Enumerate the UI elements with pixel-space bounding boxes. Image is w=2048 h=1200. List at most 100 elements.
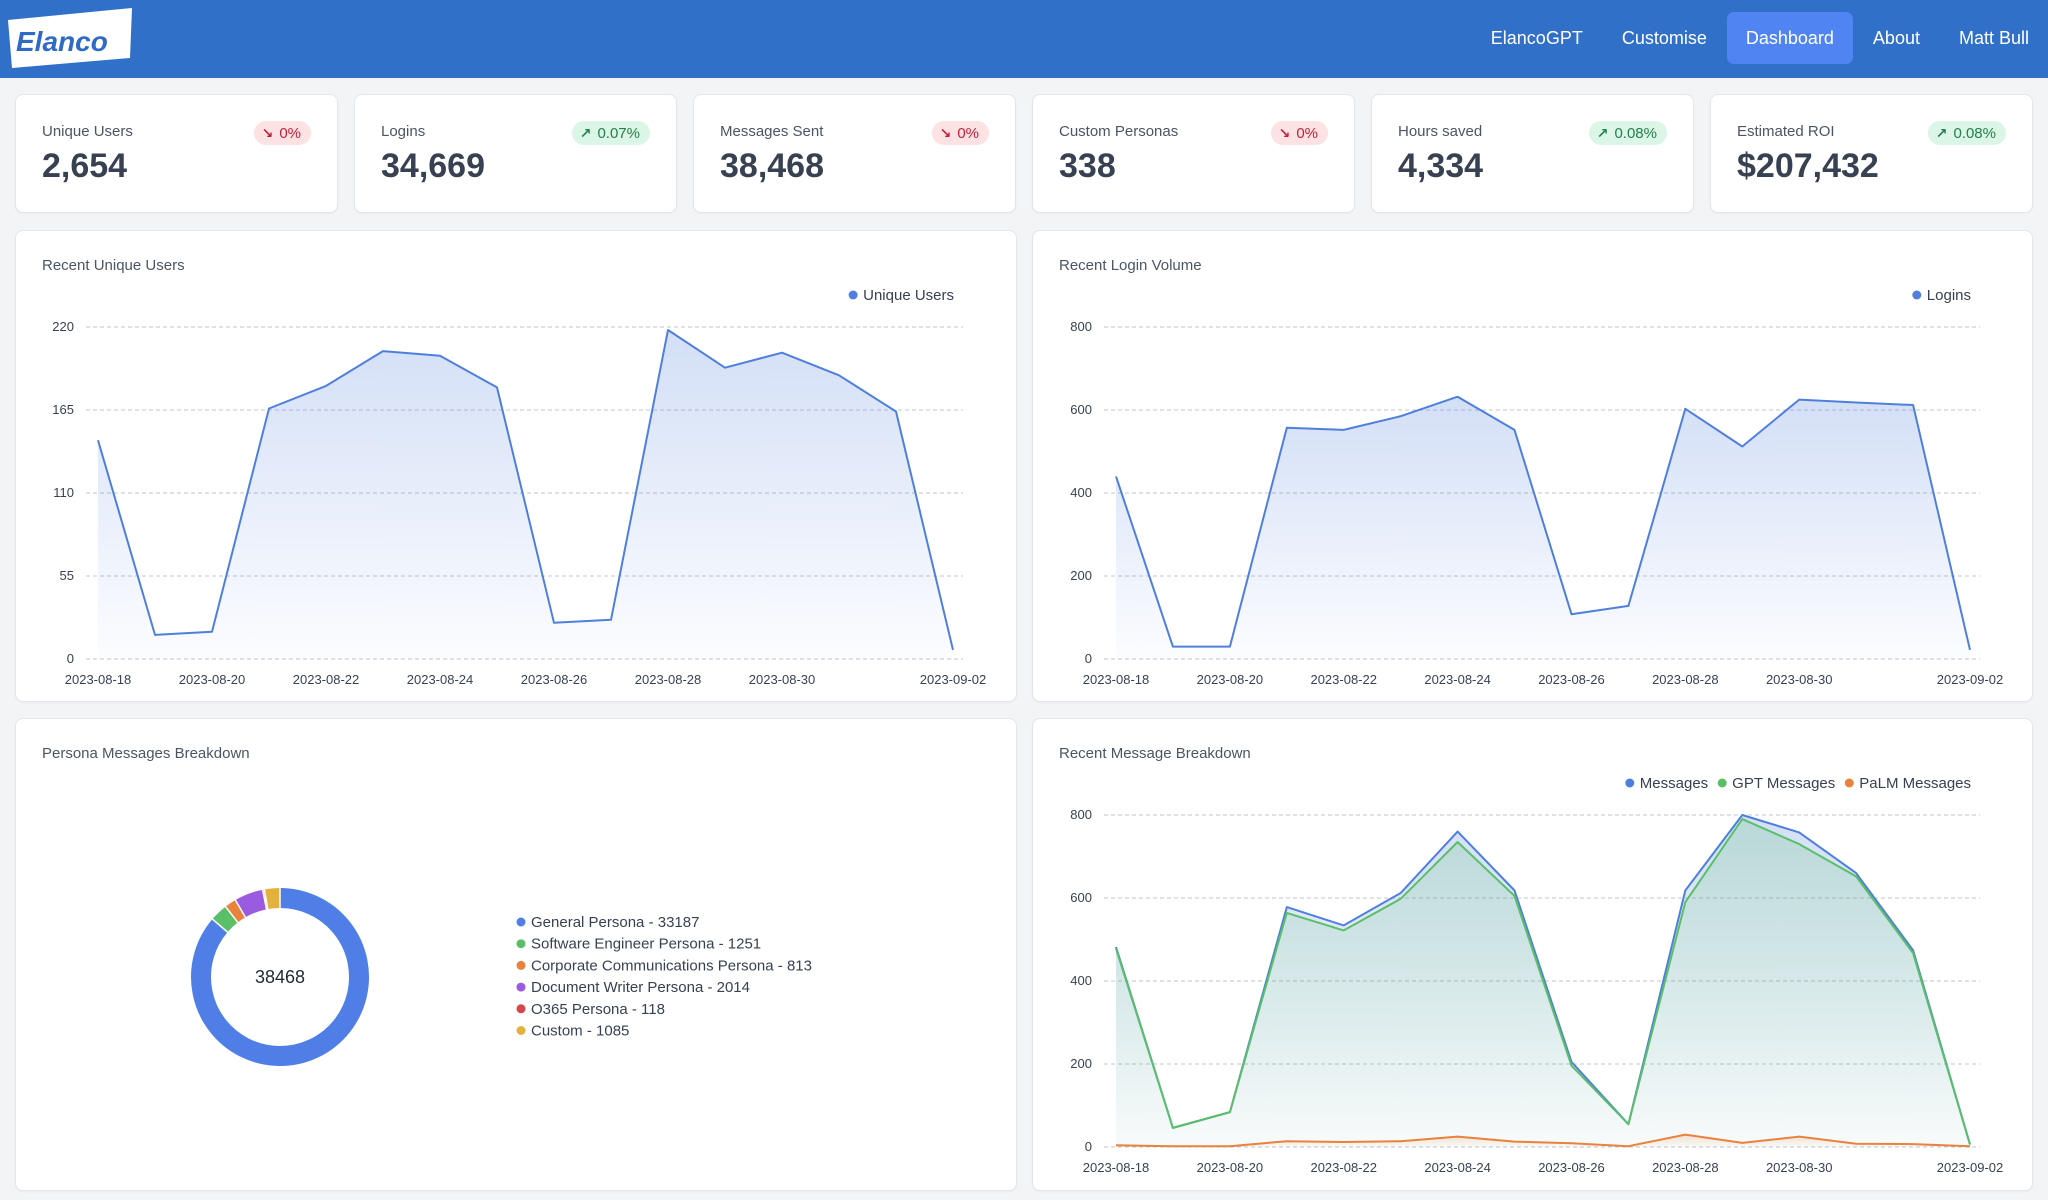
stat-value: 34,669: [381, 147, 485, 185]
x-tick-label: 2023-08-22: [293, 672, 360, 687]
legend-label: PaLM Messages: [1859, 775, 1971, 792]
x-tick-label: 2023-08-24: [407, 672, 474, 687]
nav-item-about[interactable]: About: [1872, 28, 1920, 48]
slice-separator: [211, 917, 229, 934]
stat-value: 4,334: [1398, 147, 1484, 185]
x-tick-label: 2023-08-24: [1424, 672, 1491, 687]
stat-label: Hours saved: [1398, 123, 1483, 140]
donut-slice[interactable]: [264, 888, 281, 910]
recent-login-volume-card: Recent Login Volume 0 200 400 600 800 2023-08…: [1032, 230, 2033, 702]
arrow-up-right-icon: ↗: [1596, 124, 1609, 141]
card-title: Recent Login Volume: [1059, 257, 1202, 274]
series-area: [1116, 1134, 1970, 1147]
x-tick-label: 2023-09-02: [1937, 672, 2004, 687]
arrow-up-right-icon: ↗: [1935, 124, 1948, 141]
stat-label: Messages Sent: [720, 123, 824, 140]
series-area: [98, 330, 953, 659]
x-tick-label: 2023-08-20: [1197, 1160, 1264, 1175]
donut-center-total: 38468: [255, 967, 305, 987]
y-tick-label: 400: [1070, 485, 1092, 500]
y-tick-label: 55: [60, 568, 74, 583]
stat-value: 38,468: [720, 147, 824, 185]
x-tick-label: 2023-08-28: [1652, 672, 1719, 687]
y-tick-label: 200: [1070, 568, 1092, 583]
legend-dot: [516, 917, 526, 927]
donut-slice[interactable]: [235, 889, 267, 918]
recent-unique-users-card: Recent Unique Users 0 55 110 165 220 2023-08-…: [15, 230, 1017, 702]
arrow-down-right-icon: ↘: [1278, 124, 1291, 141]
change-badge: ↘ 0%: [931, 121, 989, 145]
y-tick-label: 600: [1070, 402, 1092, 417]
x-tick-label: 2023-08-20: [1197, 672, 1264, 687]
legend-dot: [516, 939, 526, 949]
legend-label: GPT Messages: [1732, 775, 1835, 792]
y-tick-label: 0: [1085, 1139, 1092, 1154]
y-tick-label: 600: [1070, 890, 1092, 905]
x-tick-label: 2023-08-30: [749, 672, 816, 687]
donut-slice[interactable]: [225, 900, 246, 923]
legend-label: Logins: [1927, 287, 1971, 304]
stat-card-logins: Logins 34,669 ↗ 0.07%: [354, 94, 677, 213]
persona-messages-breakdown-card: Persona Messages Breakdown 38468 General …: [15, 718, 1017, 1191]
slice-separator: [263, 888, 269, 911]
arrow-up-right-icon: ↗: [579, 124, 592, 141]
stat-card-hours-saved: Hours saved 4,334 ↗ 0.08%: [1371, 94, 1694, 213]
y-tick-label: 165: [52, 402, 74, 417]
unique-users-chart: 0 55 110 165 220 2023-08-18 2023-08-20 2023-08-…: [52, 287, 986, 687]
x-tick-label: 2023-08-22: [1310, 1160, 1377, 1175]
series-area: [1116, 396, 1970, 659]
slice-separator: [234, 898, 247, 919]
logo-text: Elanco: [16, 26, 108, 57]
donut-slice[interactable]: [212, 906, 238, 933]
change-value: 0%: [957, 124, 979, 142]
legend-label: O365 Persona - 118: [531, 1001, 665, 1018]
stat-card-messages-sent: Messages Sent 38,468 ↘ 0%: [693, 94, 1016, 213]
change-value: 0%: [1296, 124, 1318, 142]
legend-label: Software Engineer Persona - 1251: [531, 936, 761, 953]
stat-card-custom-personas: Custom Personas 338 ↘ 0%: [1032, 94, 1355, 213]
slice-separator: [224, 905, 239, 924]
legend-dot: [848, 290, 858, 300]
change-badge: ↘ 0%: [1270, 121, 1328, 145]
series-line: [1115, 818, 1971, 1145]
change-value: 0.07%: [597, 124, 640, 142]
legend-dot: [1844, 778, 1854, 788]
legend-label: Custom - 1085: [531, 1023, 629, 1040]
stat-label: Unique Users: [42, 123, 133, 140]
x-tick-label: 2023-08-30: [1766, 1160, 1833, 1175]
legend-dot: [1625, 778, 1635, 788]
series-line: [97, 329, 954, 651]
change-badge: ↗ 0.08%: [1927, 121, 2006, 145]
stat-card-unique-users: Unique Users 2,654 ↘ 0%: [15, 94, 338, 213]
legend-dot: [516, 1026, 526, 1035]
legend-dot: [516, 982, 526, 992]
arrow-down-right-icon: ↘: [939, 124, 952, 141]
change-badge: ↘ 0%: [253, 121, 311, 145]
change-badge: ↗ 0.07%: [571, 121, 650, 145]
x-tick-label: 2023-09-02: [1937, 1160, 2004, 1175]
slice-separator: [261, 888, 268, 911]
donut-slice[interactable]: [191, 888, 369, 1066]
main-nav: ElancoGPT Customise Dashboard About Matt Bul…: [1471, 12, 2048, 64]
x-tick-label: 2023-08-26: [521, 672, 588, 687]
legend-dot: [1912, 290, 1922, 300]
elanco-logo[interactable]: Elanco: [6, 6, 134, 70]
y-tick-label: 0: [1085, 651, 1092, 666]
series-line: [1115, 1133, 1971, 1148]
nav-item-customise[interactable]: Customise: [1621, 28, 1707, 48]
legend-label: Corporate Communications Persona - 813: [531, 957, 812, 974]
legend-dot: [516, 960, 526, 970]
legend-label: Document Writer Persona - 2014: [531, 979, 750, 996]
nav-item-elancogpt[interactable]: ElancoGPT: [1490, 28, 1583, 48]
x-tick-label: 2023-08-20: [179, 672, 246, 687]
stat-label: Custom Personas: [1059, 123, 1179, 140]
x-tick-label: 2023-08-30: [1766, 672, 1833, 687]
x-tick-label: 2023-08-24: [1424, 1160, 1491, 1175]
card-title: Recent Unique Users: [42, 257, 185, 274]
y-tick-label: 200: [1070, 1056, 1092, 1071]
nav-item-dashboard[interactable]: Dashboard: [1726, 12, 1853, 64]
change-badge: ↗ 0.08%: [1588, 121, 1667, 145]
nav-item-matt-bull[interactable]: Matt Bull: [1958, 28, 2029, 48]
stat-label: Logins: [381, 123, 426, 140]
y-tick-label: 800: [1070, 319, 1092, 334]
